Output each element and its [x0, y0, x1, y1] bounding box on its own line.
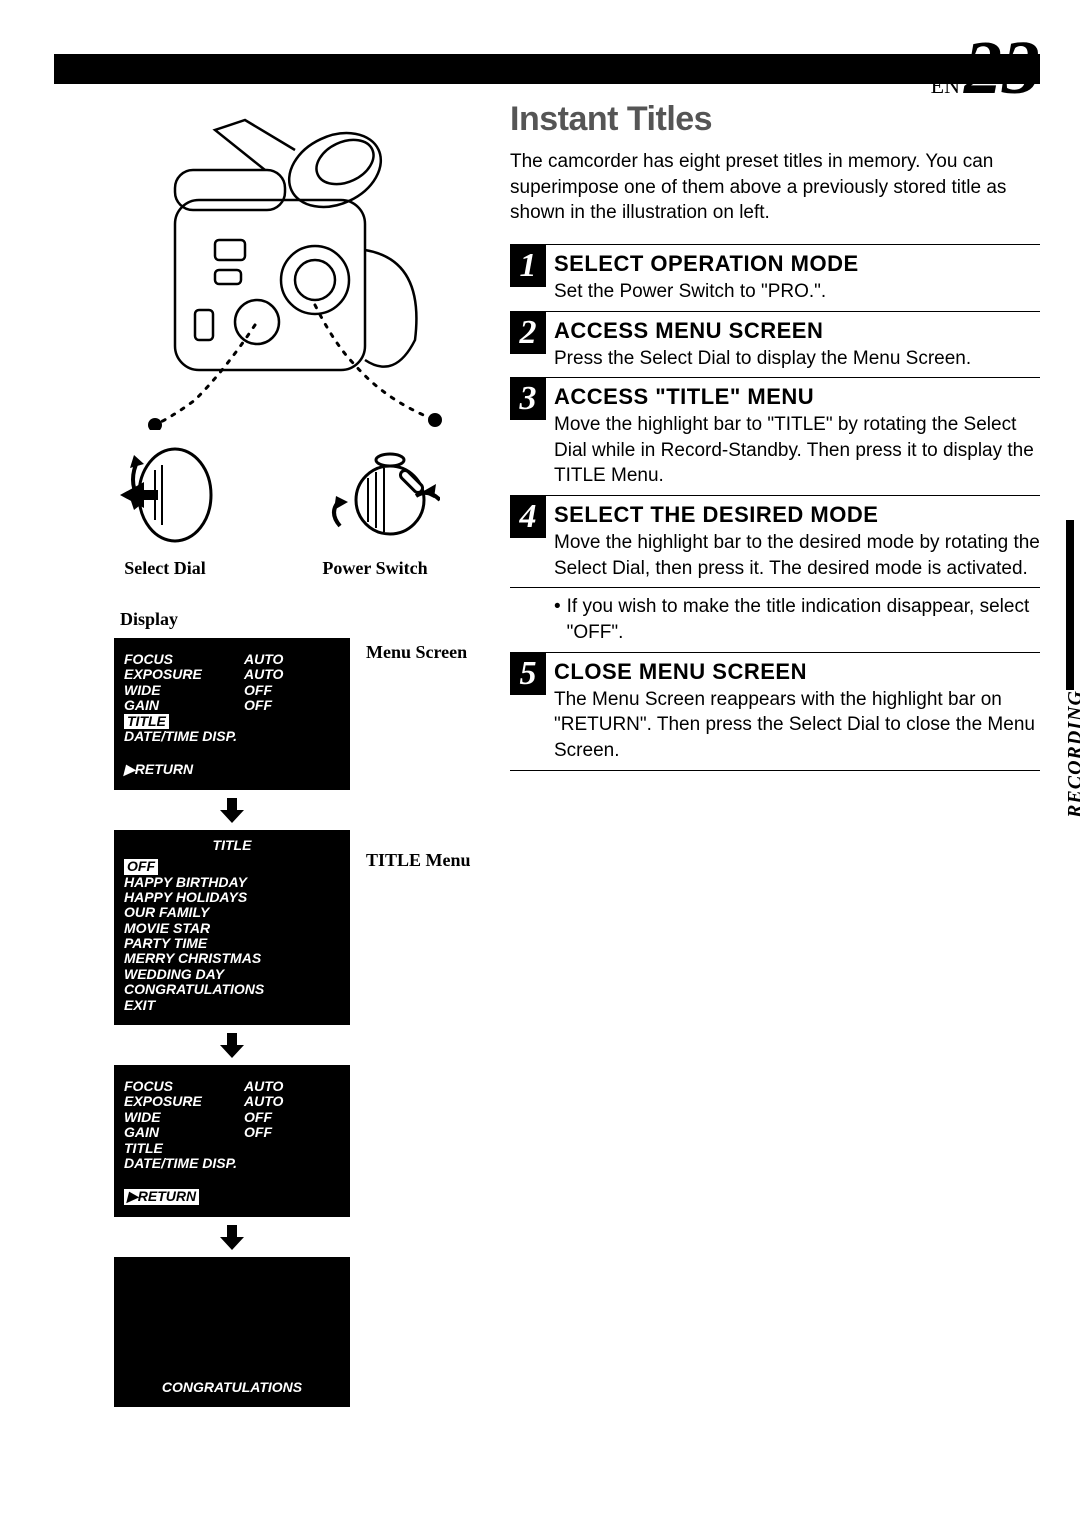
- menu-row: GAINOFF: [124, 698, 340, 713]
- title-option: EXIT: [124, 998, 340, 1013]
- title-menu-label: TITLE Menu: [366, 850, 471, 871]
- step-number: 4: [510, 496, 546, 538]
- step-number: 2: [510, 312, 546, 354]
- step-title: SELECT OPERATION MODE: [554, 251, 1040, 277]
- step-title: SELECT THE DESIRED MODE: [554, 502, 1040, 528]
- menu-screen-3: FOCUSAUTOEXPOSUREAUTOWIDEOFFGAINOFFTITLE…: [114, 1065, 350, 1217]
- menu-row: FOCUSAUTO: [124, 1079, 340, 1094]
- screen2-highlight: OFF: [124, 859, 158, 874]
- page-num-value: 23: [964, 30, 1040, 106]
- power-switch-illustration: Power Switch: [310, 440, 440, 579]
- top-black-bar: [54, 54, 1040, 84]
- camcorder-illustration: [85, 110, 455, 430]
- step-4: 4SELECT THE DESIRED MODEMove the highlig…: [510, 502, 1040, 581]
- menu-row: FOCUSAUTO: [124, 652, 340, 667]
- step-body: Set the Power Switch to "PRO.".: [554, 279, 1040, 305]
- screen2-header: TITLE: [124, 838, 340, 853]
- step-1: 1SELECT OPERATION MODESet the Power Swit…: [510, 251, 1040, 305]
- step-number: 3: [510, 378, 546, 420]
- title-option: MOVIE STAR: [124, 921, 340, 936]
- step-body: Move the highlight bar to "TITLE" by rot…: [554, 412, 1040, 489]
- step-body: Press the Select Dial to display the Men…: [554, 346, 1040, 372]
- title-option: PARTY TIME: [124, 936, 340, 951]
- title-option: HAPPY HOLIDAYS: [124, 890, 340, 905]
- title-option: CONGRATULATIONS: [124, 982, 340, 997]
- step-title: CLOSE MENU SCREEN: [554, 659, 1040, 685]
- title-option: MERRY CHRISTMAS: [124, 951, 340, 966]
- side-tab-recording: RECORDING: [1046, 520, 1074, 690]
- display-label: Display: [120, 609, 480, 630]
- screen1-extra: DATE/TIME DISP.: [124, 729, 340, 744]
- step-number: 5: [510, 653, 546, 695]
- side-tab-label: RECORDING: [1064, 690, 1080, 818]
- select-dial-label: Select Dial: [100, 558, 230, 579]
- arrow-down-icon: [218, 796, 246, 824]
- title-option: OUR FAMILY: [124, 905, 340, 920]
- menu-row: WIDEOFF: [124, 683, 340, 698]
- intro-text: The camcorder has eight preset titles in…: [510, 149, 1040, 226]
- arrow-down-icon: [218, 1223, 246, 1251]
- select-dial-illustration: Select Dial: [100, 440, 230, 579]
- page-number: EN 23: [931, 30, 1040, 106]
- final-screen-text: CONGRATULATIONS: [114, 1379, 350, 1395]
- step-5: 5CLOSE MENU SCREENThe Menu Screen reappe…: [510, 659, 1040, 764]
- title-menu-screen: TITLE OFF HAPPY BIRTHDAYHAPPY HOLIDAYSOU…: [114, 830, 350, 1025]
- menu-screen-1: FOCUSAUTOEXPOSUREAUTOWIDEOFFGAINOFF TITL…: [114, 638, 350, 790]
- page-lang: EN: [931, 73, 960, 99]
- menu-row: WIDEOFF: [124, 1110, 340, 1125]
- step-title: ACCESS MENU SCREEN: [554, 318, 1040, 344]
- title-option: HAPPY BIRTHDAY: [124, 875, 340, 890]
- main-title: Instant Titles: [510, 100, 1040, 139]
- step-number: 1: [510, 245, 546, 287]
- step-title: ACCESS "TITLE" MENU: [554, 384, 1040, 410]
- title-option: WEDDING DAY: [124, 967, 340, 982]
- screen3-extra: DATE/TIME DISP.: [124, 1156, 340, 1171]
- screen1-highlight: TITLE: [124, 714, 169, 729]
- step-3: 3ACCESS "TITLE" MENUMove the highlight b…: [510, 384, 1040, 489]
- power-switch-label: Power Switch: [310, 558, 440, 579]
- final-result-screen: CONGRATULATIONS: [114, 1257, 350, 1407]
- menu-row: EXPOSUREAUTO: [124, 1094, 340, 1109]
- step-note: •If you wish to make the title indicatio…: [510, 594, 1040, 645]
- menu-row: TITLE: [124, 1141, 340, 1156]
- menu-screen-label: Menu Screen: [366, 642, 467, 663]
- left-column: Select Dial: [60, 100, 480, 1407]
- step-body: Move the highlight bar to the desired mo…: [554, 530, 1040, 581]
- step-body: The Menu Screen reappears with the highl…: [554, 687, 1040, 764]
- screen3-return: ▶RETURN: [124, 1189, 199, 1204]
- menu-row: EXPOSUREAUTO: [124, 667, 340, 682]
- menu-row: GAINOFF: [124, 1125, 340, 1140]
- right-column: Instant Titles The camcorder has eight p…: [510, 100, 1040, 777]
- arrow-down-icon: [218, 1031, 246, 1059]
- step-2: 2ACCESS MENU SCREENPress the Select Dial…: [510, 318, 1040, 372]
- screen1-return: ▶RETURN: [124, 762, 340, 777]
